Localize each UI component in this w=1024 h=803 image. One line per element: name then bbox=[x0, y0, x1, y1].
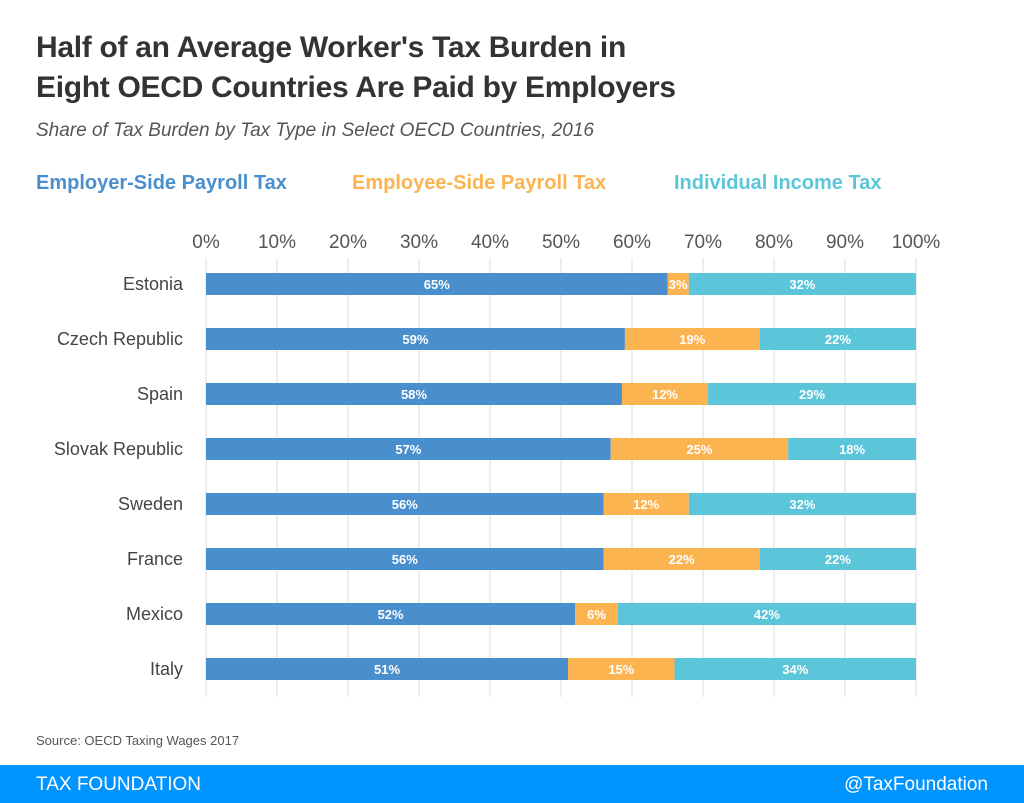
data-label: 56% bbox=[392, 552, 418, 567]
bar-segment bbox=[206, 493, 604, 515]
data-label: 59% bbox=[402, 332, 428, 347]
bar-segment bbox=[788, 438, 916, 460]
category-label: Italy bbox=[150, 659, 183, 679]
x-tick-label: 80% bbox=[755, 232, 793, 253]
data-label: 51% bbox=[374, 662, 400, 677]
bar-segment bbox=[206, 328, 625, 350]
data-label: 52% bbox=[378, 607, 404, 622]
x-tick-label: 20% bbox=[329, 232, 367, 253]
data-label: 22% bbox=[825, 552, 851, 567]
legend-income: Individual Income Tax bbox=[674, 172, 882, 194]
chart-title: Half of an Average Worker's Tax Burden i… bbox=[36, 28, 676, 108]
source-note: Source: OECD Taxing Wages 2017 bbox=[36, 733, 240, 748]
category-label: Spain bbox=[137, 384, 183, 404]
data-label: 58% bbox=[401, 387, 427, 402]
title-line-2: Eight OECD Countries Are Paid by Employe… bbox=[36, 71, 676, 104]
category-label: France bbox=[127, 549, 183, 569]
data-label: 22% bbox=[669, 552, 695, 567]
legend-employee: Employee-Side Payroll Tax bbox=[352, 172, 607, 194]
bar-segment bbox=[688, 273, 916, 295]
bar-segment bbox=[708, 383, 916, 405]
x-tick-label: 90% bbox=[826, 232, 864, 253]
bar-segment bbox=[603, 548, 760, 570]
bar-segment bbox=[206, 438, 611, 460]
x-tick-label: 50% bbox=[542, 232, 580, 253]
data-label: 18% bbox=[839, 442, 865, 457]
bar-segment bbox=[206, 603, 576, 625]
title-line-1: Half of an Average Worker's Tax Burden i… bbox=[36, 31, 626, 64]
bar-segment bbox=[759, 328, 916, 350]
footer-brand: TAX FOUNDATION bbox=[36, 774, 202, 795]
category-label: Slovak Republic bbox=[54, 439, 183, 459]
data-label: 42% bbox=[754, 607, 780, 622]
data-label: 19% bbox=[679, 332, 705, 347]
category-label: Mexico bbox=[126, 604, 183, 624]
data-label: 34% bbox=[782, 662, 808, 677]
footer-handle: @TaxFoundation bbox=[844, 774, 988, 795]
bar-segment bbox=[759, 548, 916, 570]
x-tick-label: 30% bbox=[400, 232, 438, 253]
bar-segment bbox=[674, 658, 916, 680]
footer-bar: TAX FOUNDATION @TaxFoundation bbox=[0, 765, 1024, 803]
data-label: 22% bbox=[825, 332, 851, 347]
data-label: 32% bbox=[789, 497, 815, 512]
bar-segment bbox=[568, 658, 675, 680]
bar-segment bbox=[617, 603, 916, 625]
bar-segment bbox=[206, 548, 604, 570]
category-label: Estonia bbox=[123, 274, 184, 294]
legend-employer: Employer-Side Payroll Tax bbox=[36, 172, 287, 194]
bar-segment bbox=[206, 273, 668, 295]
data-label: 15% bbox=[608, 662, 634, 677]
bar-segment bbox=[206, 658, 569, 680]
x-tick-label: 10% bbox=[258, 232, 296, 253]
x-tick-label: 60% bbox=[613, 232, 651, 253]
chart-subtitle: Share of Tax Burden by Tax Type in Selec… bbox=[36, 120, 594, 141]
category-label: Sweden bbox=[118, 494, 183, 514]
bar-segment bbox=[575, 603, 618, 625]
data-label: 65% bbox=[424, 277, 450, 292]
x-tick-label: 70% bbox=[684, 232, 722, 253]
bar-segment bbox=[610, 438, 789, 460]
x-tick-label: 100% bbox=[892, 232, 941, 253]
data-label: 56% bbox=[392, 497, 418, 512]
bar-segment bbox=[206, 383, 622, 405]
x-tick-label: 0% bbox=[192, 232, 220, 253]
bar-segment bbox=[667, 273, 689, 295]
x-tick-label: 40% bbox=[471, 232, 509, 253]
data-label: 12% bbox=[633, 497, 659, 512]
data-label: 57% bbox=[395, 442, 421, 457]
data-label: 25% bbox=[686, 442, 712, 457]
data-label: 12% bbox=[652, 387, 678, 402]
bar-chart: 0% 10% 20% 30% 40% 50% 60% 70% 80% 90% 100% Estonia… bbox=[54, 232, 941, 697]
data-label: 6% bbox=[587, 607, 606, 622]
bar-segment bbox=[624, 328, 760, 350]
data-label: 29% bbox=[799, 387, 825, 402]
bar-segment bbox=[688, 493, 916, 515]
category-label: Czech Republic bbox=[57, 329, 183, 349]
data-label: 32% bbox=[789, 277, 815, 292]
bar-segment bbox=[603, 493, 689, 515]
data-label: 3% bbox=[669, 277, 688, 292]
bar-segment bbox=[621, 383, 709, 405]
